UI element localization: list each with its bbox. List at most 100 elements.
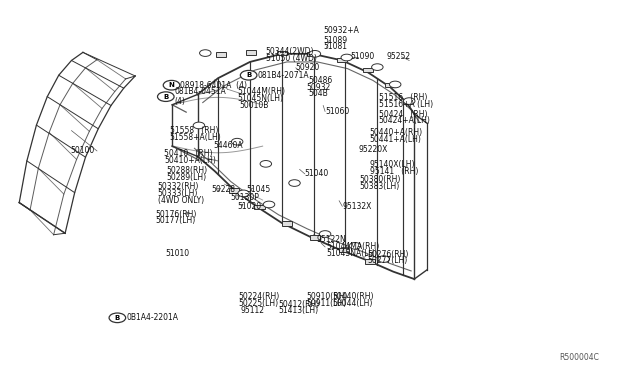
Text: 51045NA(LH): 51045NA(LH) <box>326 249 378 258</box>
Text: 50344(2WD): 50344(2WD) <box>266 47 314 56</box>
Bar <box>282 221 292 226</box>
Text: 51010: 51010 <box>166 249 190 258</box>
Text: 50410+A(LH): 50410+A(LH) <box>164 156 216 166</box>
Bar <box>337 58 348 62</box>
Circle shape <box>349 243 361 249</box>
Circle shape <box>241 70 257 80</box>
Text: 51060: 51060 <box>325 107 349 116</box>
Text: 54460A: 54460A <box>213 141 243 150</box>
Bar <box>365 259 375 263</box>
Text: B: B <box>115 315 120 321</box>
Text: 50424   (RH): 50424 (RH) <box>379 109 427 119</box>
Text: 50911(LH): 50911(LH) <box>306 299 346 308</box>
Text: 51045N(LH): 51045N(LH) <box>237 94 283 103</box>
Text: 50010B: 50010B <box>239 101 268 110</box>
Text: 50044(LH): 50044(LH) <box>333 299 373 308</box>
Bar <box>307 52 317 56</box>
Circle shape <box>238 190 249 197</box>
Text: B: B <box>163 94 168 100</box>
Text: 50932+A: 50932+A <box>324 26 360 35</box>
Text: 51413(LH): 51413(LH) <box>278 306 318 315</box>
Circle shape <box>403 98 415 105</box>
Text: 51081: 51081 <box>324 42 348 51</box>
Text: 50441+A(LH): 50441+A(LH) <box>370 135 422 144</box>
Text: 50412(RH): 50412(RH) <box>278 300 319 309</box>
Text: 95112: 95112 <box>241 306 265 315</box>
Text: 51045: 51045 <box>246 185 270 194</box>
Text: 95252: 95252 <box>387 52 411 61</box>
Text: 50289(LH): 50289(LH) <box>166 173 207 182</box>
Text: 51516   (RH): 51516 (RH) <box>379 93 427 102</box>
Text: 50277(LH): 50277(LH) <box>368 256 408 266</box>
Text: 50410   (RH): 50410 (RH) <box>164 150 212 158</box>
Bar <box>363 68 373 72</box>
Circle shape <box>372 64 383 70</box>
Text: 50932: 50932 <box>307 83 331 92</box>
Text: 51090: 51090 <box>351 52 375 61</box>
Text: 081B4-2071A: 081B4-2071A <box>257 71 309 80</box>
Bar <box>339 248 349 253</box>
Text: 50177(LH): 50177(LH) <box>156 216 196 225</box>
Text: 95132X: 95132X <box>342 202 372 211</box>
Text: 50440+A(RH): 50440+A(RH) <box>370 128 423 137</box>
Circle shape <box>193 122 205 129</box>
Text: B: B <box>246 72 252 78</box>
Text: 50225(LH): 50225(LH) <box>239 299 278 308</box>
Circle shape <box>378 256 390 262</box>
Circle shape <box>157 92 174 102</box>
Bar <box>310 235 320 240</box>
Text: 95220X: 95220X <box>358 145 388 154</box>
Text: 50440(RH): 50440(RH) <box>333 292 374 301</box>
Text: 51558   (RH): 51558 (RH) <box>170 126 218 135</box>
Text: 50910(RH): 50910(RH) <box>306 292 348 301</box>
Text: 50380(RH): 50380(RH) <box>360 175 401 184</box>
Text: 504B: 504B <box>308 89 328 98</box>
Text: 51516+A (LH): 51516+A (LH) <box>379 100 433 109</box>
Text: 50288(RH): 50288(RH) <box>166 166 207 175</box>
Bar <box>276 51 287 55</box>
Circle shape <box>309 51 321 57</box>
Text: 95141   (RH): 95141 (RH) <box>370 167 418 176</box>
Circle shape <box>289 180 300 186</box>
Text: 95140X(LH): 95140X(LH) <box>370 160 415 169</box>
Circle shape <box>319 231 331 237</box>
Text: 51044MA(RH): 51044MA(RH) <box>326 243 380 251</box>
Circle shape <box>260 161 271 167</box>
Text: 081B4-0451A
(4): 081B4-0451A (4) <box>175 87 227 106</box>
Text: 50100: 50100 <box>70 147 95 155</box>
Circle shape <box>390 81 401 88</box>
Bar <box>216 52 227 57</box>
Text: 51089: 51089 <box>324 36 348 45</box>
Circle shape <box>263 201 275 208</box>
Text: 51044M(RH): 51044M(RH) <box>237 87 285 96</box>
Text: 51050 (4WD): 51050 (4WD) <box>266 54 317 63</box>
Bar <box>229 188 239 193</box>
Text: 51020: 51020 <box>237 202 261 211</box>
Circle shape <box>200 50 211 57</box>
Text: 51040: 51040 <box>305 169 329 178</box>
Text: 0B1A4-2201A: 0B1A4-2201A <box>126 313 179 322</box>
Text: N: N <box>168 82 175 88</box>
Bar <box>246 50 256 55</box>
Circle shape <box>109 313 125 323</box>
Text: 50486: 50486 <box>308 76 333 85</box>
Text: 50130P: 50130P <box>231 193 260 202</box>
Text: 50176(RH): 50176(RH) <box>156 209 197 219</box>
Text: 50276(RH): 50276(RH) <box>368 250 409 259</box>
Text: 95122N: 95122N <box>317 235 347 244</box>
Text: 50224(RH): 50224(RH) <box>239 292 280 301</box>
Bar <box>385 83 395 87</box>
Text: 50920: 50920 <box>296 63 320 72</box>
Bar <box>254 205 264 209</box>
Text: R500004C: R500004C <box>559 353 599 362</box>
Circle shape <box>341 54 353 61</box>
Text: 50228: 50228 <box>212 185 236 194</box>
Text: 50333(LH): 50333(LH) <box>157 189 198 198</box>
Circle shape <box>232 138 243 145</box>
Text: (4WD ONLY): (4WD ONLY) <box>157 196 204 205</box>
Text: 51558+A(LH): 51558+A(LH) <box>170 133 221 142</box>
Text: 50383(LH): 50383(LH) <box>360 182 400 190</box>
Circle shape <box>163 80 180 90</box>
Text: 50424+A(LH): 50424+A(LH) <box>379 116 431 125</box>
Text: 08918-6401A  (4): 08918-6401A (4) <box>180 81 248 90</box>
